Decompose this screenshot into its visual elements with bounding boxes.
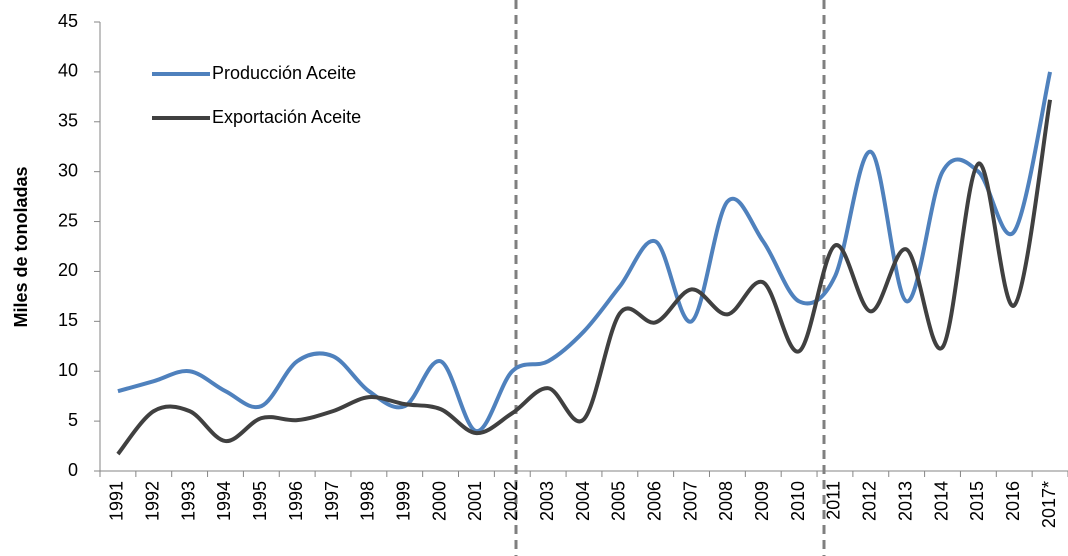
x-tick-label: 2006 — [644, 481, 664, 521]
x-tick-label: 2011 — [824, 481, 844, 520]
x-tick-label: 2009 — [752, 481, 772, 521]
series-line — [117, 71, 1053, 434]
y-axis-label: Miles de tonoladas — [11, 166, 31, 327]
y-tick-label: 10 — [58, 360, 78, 380]
series-line — [116, 99, 1053, 456]
x-tick-label: 2014 — [931, 481, 951, 521]
x-tick-label: 2002 — [501, 481, 521, 521]
x-tick-label: 2007 — [680, 481, 700, 521]
legend-label: Producción Aceite — [212, 63, 356, 83]
x-tick-label: 2004 — [573, 481, 593, 521]
x-tick-label: 1996 — [286, 481, 306, 521]
x-tick-label: 1999 — [393, 481, 413, 521]
x-tick-label: 1998 — [358, 481, 378, 521]
x-tick-label: 2016 — [1003, 481, 1023, 521]
y-tick-label: 20 — [58, 260, 78, 280]
x-tick-label: 2008 — [716, 481, 736, 521]
y-tick-label: 5 — [68, 410, 78, 430]
x-tick-label: 1993 — [178, 481, 198, 521]
x-tick-label: 1992 — [143, 481, 163, 521]
y-tick-label: 35 — [58, 111, 78, 131]
legend-label: Exportación Aceite — [212, 107, 361, 127]
y-tick-label: 0 — [68, 460, 78, 480]
y-tick-label: 15 — [58, 310, 78, 330]
x-tick-label: 2010 — [788, 481, 808, 521]
x-tick-label: 2000 — [429, 481, 449, 521]
x-tick-label: 2003 — [537, 481, 557, 521]
y-tick-label: 40 — [58, 61, 78, 81]
y-tick-label: 25 — [58, 210, 78, 230]
y-tick-label: 30 — [58, 160, 78, 180]
y-tick-label: 45 — [58, 11, 78, 31]
x-tick-label: 2013 — [895, 481, 915, 521]
x-tick-label: 1997 — [322, 481, 342, 521]
x-tick-label: 2017* — [1039, 481, 1059, 528]
x-tick-label: 1991 — [107, 481, 127, 521]
x-tick-label: 2012 — [860, 481, 880, 521]
x-tick-label: 2001 — [465, 481, 485, 521]
x-tick-label: 1994 — [214, 481, 234, 521]
x-tick-label: 2015 — [967, 481, 987, 521]
x-tick-label: 1995 — [250, 481, 270, 521]
x-tick-label: 2005 — [609, 481, 629, 521]
